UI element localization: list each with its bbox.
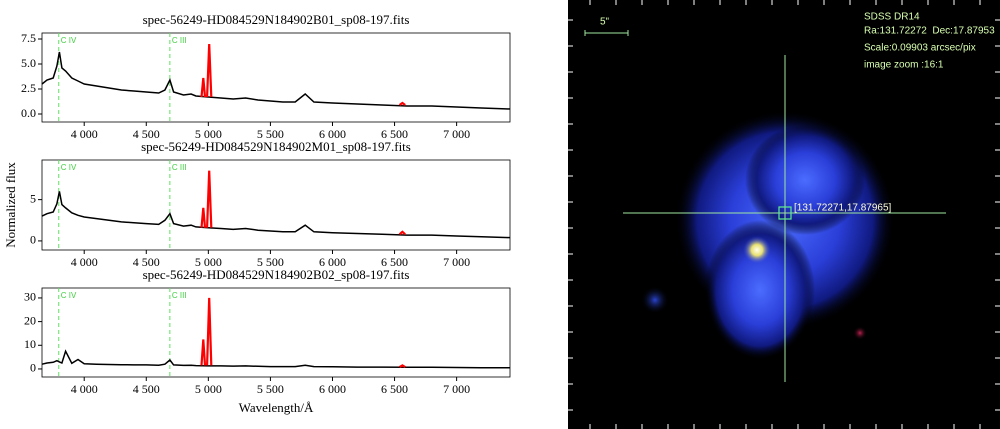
galaxy (745, 125, 865, 235)
target-label: [131.72271,17.87965] (794, 203, 892, 214)
x-tick-label: 4 000 (71, 127, 98, 141)
x-tick-label: 5 000 (195, 127, 222, 141)
y-tick-label: 5.0 (21, 56, 36, 70)
x-tick-label: 4 500 (133, 255, 160, 269)
sky-image: 5" SDSS DR14 Ra:131.72272 Dec:17.87953 S… (568, 0, 1000, 429)
spectrum-line (200, 170, 406, 236)
spectrum-line (200, 43, 406, 106)
x-tick-label: 5 500 (257, 127, 284, 141)
x-tick-label: 5 500 (257, 382, 284, 396)
y-tick-label: 2.5 (21, 81, 36, 95)
y-tick-label: 0 (30, 361, 36, 375)
x-axis-label: Wavelength/Å (239, 400, 314, 415)
x-tick-label: 5 000 (195, 382, 222, 396)
y-tick-label: 5 (30, 191, 36, 205)
y-tick-label: 0 (30, 233, 36, 247)
x-tick-label: 6 000 (319, 127, 346, 141)
x-tick-label: 6 000 (319, 255, 346, 269)
chart-title: spec-56249-HD084529N184902M01_sp08-197.f… (141, 139, 411, 154)
source (641, 286, 669, 314)
x-tick-label: 4 000 (71, 382, 98, 396)
spectrum-line (41, 51, 511, 110)
star (743, 236, 771, 264)
target-box (778, 206, 792, 220)
plot-frame (41, 159, 511, 251)
y-axis-label: Normalized flux (3, 162, 18, 248)
annotation-label: C IV (61, 36, 77, 45)
spectrum-line (41, 349, 510, 369)
y-tick-label: 7.5 (21, 31, 36, 45)
annotation-label: C IV (61, 163, 77, 172)
zoom: image zoom :16:1 (864, 60, 944, 71)
annotation-label: C III (172, 163, 187, 172)
y-tick-label: 10 (24, 337, 36, 351)
y-tick-label: 20 (24, 313, 36, 327)
x-tick-label: 5 000 (195, 255, 222, 269)
chart-title: spec-56249-HD084529N184902B01_sp08-197.f… (143, 12, 410, 27)
x-tick-label: 6 000 (319, 382, 346, 396)
x-tick-label: 6 500 (381, 382, 408, 396)
x-tick-label: 4 000 (71, 255, 98, 269)
scale-label: 5" (600, 17, 610, 28)
plot-frame (41, 287, 511, 378)
spectrum-line (41, 191, 511, 239)
x-tick-label: 7 000 (443, 382, 470, 396)
annotation-label: C III (172, 291, 187, 300)
spectrum-line (200, 297, 406, 369)
source (853, 326, 867, 340)
galaxy (705, 220, 815, 360)
y-tick-label: 0.0 (21, 106, 36, 120)
x-tick-label: 5 500 (257, 255, 284, 269)
plot-frame (41, 32, 511, 123)
chart-title: spec-56249-HD084529N184902B02_sp08-197.f… (143, 267, 410, 282)
x-tick-label: 7 000 (443, 255, 470, 269)
x-tick-label: 4 500 (133, 127, 160, 141)
x-tick-label: 6 500 (381, 127, 408, 141)
coordinates: Ra:131.72272 Dec:17.87953 (864, 26, 995, 37)
annotation-label: C III (172, 36, 187, 45)
x-tick-label: 6 500 (381, 255, 408, 269)
y-tick-label: 30 (24, 290, 36, 304)
annotation-label: C IV (61, 291, 77, 300)
pixel-scale: Scale:0.09903 arcsec/pix (864, 43, 976, 54)
x-tick-label: 7 000 (443, 127, 470, 141)
x-tick-label: 4 500 (133, 382, 160, 396)
survey: SDSS DR14 (864, 12, 920, 23)
